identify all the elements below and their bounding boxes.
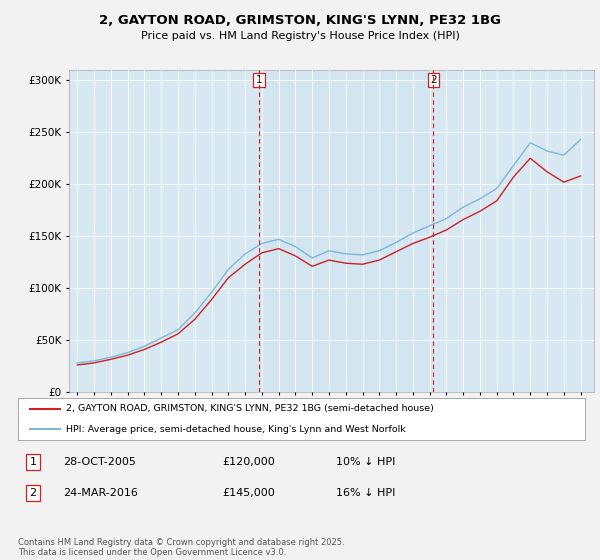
Text: 28-OCT-2005: 28-OCT-2005: [63, 457, 136, 467]
Text: 2, GAYTON ROAD, GRIMSTON, KING'S LYNN, PE32 1BG (semi-detached house): 2, GAYTON ROAD, GRIMSTON, KING'S LYNN, P…: [66, 404, 434, 413]
Text: £145,000: £145,000: [222, 488, 275, 498]
Text: 16% ↓ HPI: 16% ↓ HPI: [336, 488, 395, 498]
Text: 1: 1: [29, 457, 37, 467]
Text: £120,000: £120,000: [222, 457, 275, 467]
Bar: [259, 70, 433, 392]
Text: 2: 2: [430, 75, 437, 85]
Text: Contains HM Land Registry data © Crown copyright and database right 2025.
This d: Contains HM Land Registry data © Crown c…: [18, 538, 344, 557]
Text: 2: 2: [29, 488, 37, 498]
Text: 1: 1: [256, 75, 262, 85]
Text: 10% ↓ HPI: 10% ↓ HPI: [336, 457, 395, 467]
Text: 2, GAYTON ROAD, GRIMSTON, KING'S LYNN, PE32 1BG: 2, GAYTON ROAD, GRIMSTON, KING'S LYNN, P…: [99, 14, 501, 27]
Text: Price paid vs. HM Land Registry's House Price Index (HPI): Price paid vs. HM Land Registry's House …: [140, 31, 460, 41]
Text: HPI: Average price, semi-detached house, King's Lynn and West Norfolk: HPI: Average price, semi-detached house,…: [66, 424, 406, 433]
Text: 24-MAR-2016: 24-MAR-2016: [63, 488, 138, 498]
